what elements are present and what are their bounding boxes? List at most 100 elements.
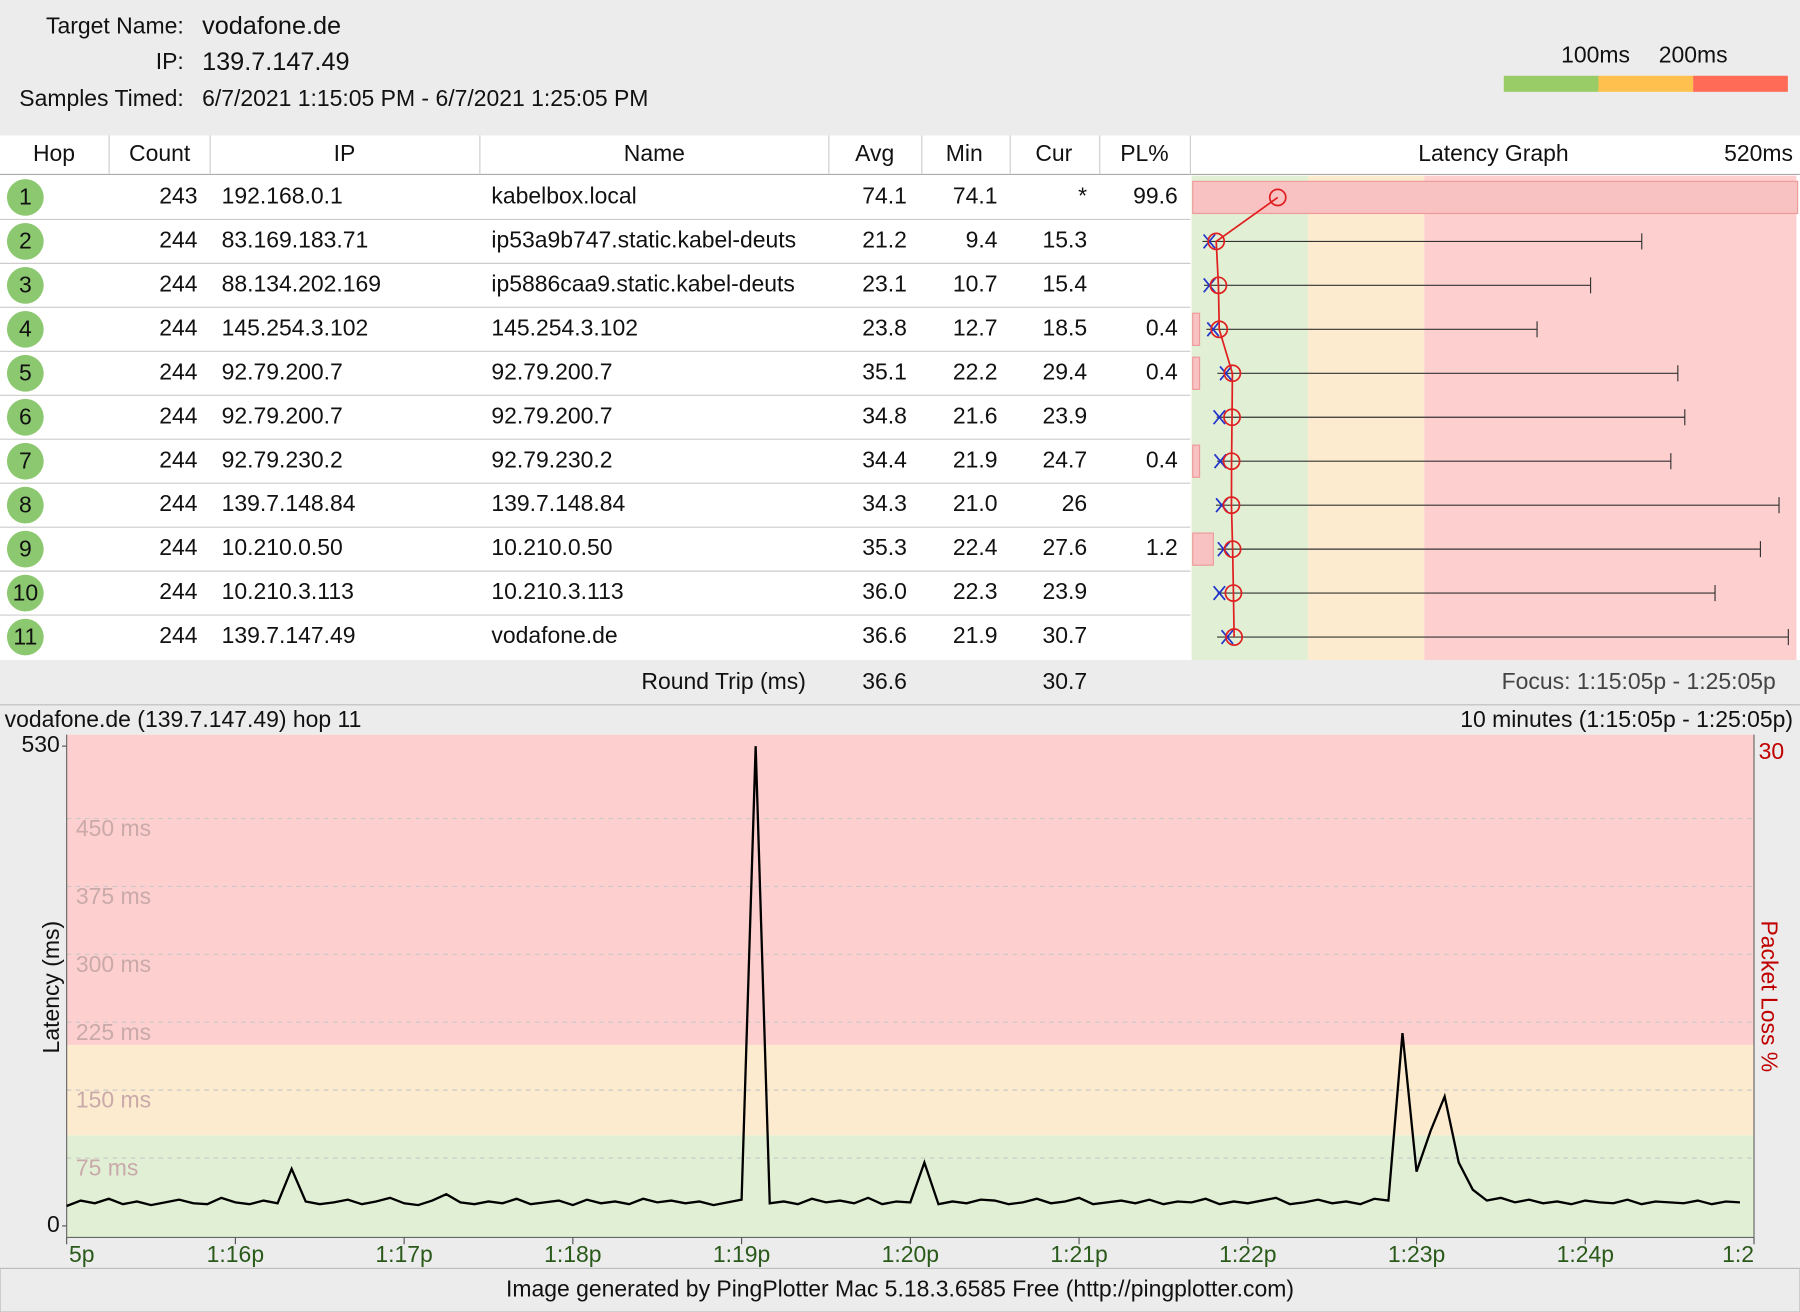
ip: 145.254.3.102 <box>222 314 369 340</box>
ip: 139.7.148.84 <box>222 490 356 516</box>
column-header: Avg <box>855 140 894 166</box>
value: vodafone.de <box>202 12 341 40</box>
name: 92.79.230.2 <box>491 446 612 472</box>
label: Target Name: <box>46 13 184 39</box>
avg-line <box>1215 196 1279 638</box>
hop: 2 <box>19 228 32 254</box>
ip: 192.168.0.1 <box>222 182 343 208</box>
count: 244 <box>159 314 198 340</box>
y-axis-label: Latency (ms) <box>38 921 64 1054</box>
count: 244 <box>159 578 198 604</box>
column-header: Name <box>624 140 685 166</box>
name: 10.210.3.113 <box>491 578 623 604</box>
x-tick-label: 1:17p <box>375 1241 432 1267</box>
current-marker <box>1212 585 1226 601</box>
current-marker <box>1220 629 1234 645</box>
cur: 15.3 <box>1042 226 1087 252</box>
min: 21.9 <box>953 622 998 648</box>
column-header: IP <box>334 140 356 166</box>
avg: 34.3 <box>862 490 907 516</box>
min: 9.4 <box>966 226 998 252</box>
name: vodafone.de <box>491 622 617 648</box>
avg-marker <box>1268 188 1287 207</box>
avg: 34.4 <box>862 446 907 472</box>
count: 244 <box>159 270 198 296</box>
legend-label: 200ms <box>1659 41 1728 67</box>
latency-line <box>66 746 1741 1208</box>
hop: 5 <box>19 359 32 385</box>
avg: 23.1 <box>862 270 907 296</box>
avg-marker <box>1222 452 1241 471</box>
avg-marker <box>1210 320 1229 339</box>
cur: 15.4 <box>1042 270 1087 296</box>
hop: 1 <box>19 184 32 210</box>
chart-subtitle: 10 minutes (1:15:05p - 1:25:05p) <box>1460 706 1793 732</box>
hop: 10 <box>13 579 39 605</box>
avg-marker <box>1223 408 1241 427</box>
y-tick-label: 450 ms <box>76 815 151 841</box>
avg: 35.3 <box>862 534 907 560</box>
name: 92.79.200.7 <box>491 358 612 384</box>
y2-tick-label: 30 <box>1759 738 1785 764</box>
x-tick-label: 1:19p <box>713 1241 770 1267</box>
hop: 3 <box>19 272 32 298</box>
packet-loss: 0.4 <box>1146 446 1178 472</box>
hop-badge <box>6 179 44 216</box>
cur: 23.9 <box>1042 402 1087 428</box>
packet-loss-bar <box>1192 444 1201 478</box>
y-tick-label: 375 ms <box>76 883 151 909</box>
x-tick-label: 1:22p <box>1219 1241 1276 1267</box>
packet-loss: 0.4 <box>1146 314 1178 340</box>
label: Samples Timed: <box>19 85 183 111</box>
ip: 88.134.202.169 <box>222 270 381 296</box>
hop: 9 <box>19 535 32 561</box>
cur: 26 <box>1062 490 1088 516</box>
legend-label: 100ms <box>1561 41 1630 67</box>
avg: 23.8 <box>862 314 907 340</box>
packet-loss: 99.6 <box>1133 182 1178 208</box>
avg: 36.6 <box>862 622 907 648</box>
current-marker <box>1202 233 1216 249</box>
avg-marker <box>1207 232 1226 251</box>
min: 22.3 <box>953 578 998 604</box>
cur: 18.5 <box>1042 314 1087 340</box>
min: 22.2 <box>953 358 998 384</box>
hop-badge <box>6 486 44 524</box>
name: 145.254.3.102 <box>491 314 638 340</box>
y-tick-label: 150 ms <box>76 1087 151 1113</box>
ip: 92.79.230.2 <box>222 446 343 472</box>
column-header: Cur <box>1035 140 1072 166</box>
name: ip5886caa9.static.kabel-deuts <box>491 270 795 296</box>
latency-zone <box>66 734 1755 1045</box>
hop: 11 <box>13 623 37 649</box>
column-header: Min <box>946 140 983 166</box>
column-header: Count <box>129 140 191 166</box>
hop: 6 <box>19 403 32 429</box>
avg: 34.8 <box>862 402 907 428</box>
x-tick-label: 1:2 <box>1722 1241 1754 1267</box>
value: 6/7/2021 1:15:05 PM - 6/7/2021 1:25:05 P… <box>202 85 648 111</box>
avg-marker <box>1222 496 1241 515</box>
avg-marker <box>1225 628 1244 646</box>
hop-badge <box>6 618 44 656</box>
count: 244 <box>159 226 198 252</box>
x-tick-label: 1:16p <box>207 1241 264 1267</box>
name: kabelbox.local <box>491 182 636 208</box>
packet-loss-bar <box>1192 356 1201 390</box>
avg: 35.1 <box>862 358 907 384</box>
packet-loss-bar <box>1192 180 1799 215</box>
round-trip-avg: 36.6 <box>862 668 907 694</box>
hop: 4 <box>19 316 32 342</box>
hop-badge <box>6 398 44 436</box>
min: 21.9 <box>953 446 998 472</box>
count: 244 <box>159 446 198 472</box>
x-tick-label: 1:18p <box>544 1241 601 1267</box>
packet-loss: 0.4 <box>1146 358 1178 384</box>
min: 22.4 <box>953 534 998 560</box>
chart-title: vodafone.de (139.7.147.49) hop 11 <box>5 706 362 732</box>
hop: 8 <box>19 491 32 517</box>
graph-max: 520ms <box>1724 140 1793 166</box>
column-header: PL% <box>1120 140 1168 166</box>
x-tick-label: 1:24p <box>1557 1241 1614 1267</box>
